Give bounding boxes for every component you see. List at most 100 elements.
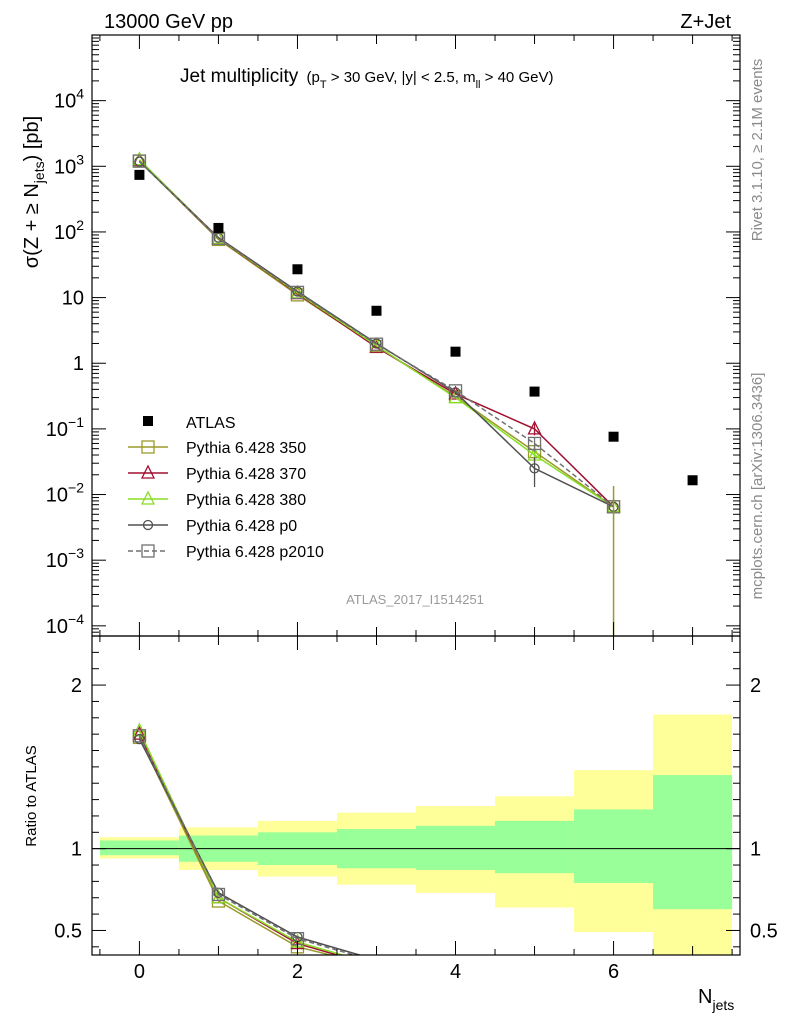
triangle-marker: [608, 991, 620, 1003]
atlas-data-point: [292, 264, 303, 275]
mcplots-label: mcplots.cern.ch [arXiv:1306.3436]: [749, 373, 766, 600]
triangle-marker: [370, 959, 382, 971]
legend-label: Pythia 6.428 p2010: [186, 544, 324, 561]
title-cuts-p: (p: [307, 69, 320, 86]
y-tick-label-exp: 3: [76, 151, 84, 167]
legend: ATLAS Pythia 6.428 350 Pythia 6.428 370 Pyt…: [128, 415, 324, 561]
triangle-marker: [527, 420, 542, 435]
y-axis-label-sub: jets: [31, 161, 47, 184]
circle-marker: [609, 994, 618, 1003]
x-tick-label: 0: [134, 961, 145, 983]
triangle-marker: [211, 229, 226, 244]
y-tick-label: 103: [54, 151, 84, 178]
y-tick-label: 104: [54, 86, 84, 113]
y-tick-label-base: 1: [73, 353, 84, 375]
y-tick-label-base: 10: [46, 550, 68, 572]
triangle-marker: [529, 961, 541, 973]
square-marker: [608, 992, 620, 1004]
atlas-data-point: [529, 386, 540, 397]
circle-marker: [374, 954, 379, 955]
y-tick-label-base: 10: [46, 616, 68, 638]
y-tick-label-base: 10: [54, 91, 76, 113]
circle-marker: [134, 733, 145, 745]
x-tick-label: 4: [450, 961, 461, 983]
x-axis-label: Njets: [698, 986, 734, 1013]
square-marker: [369, 337, 384, 351]
legend-label: Pythia 6.428 p0: [186, 518, 297, 535]
square-marker: [290, 285, 305, 300]
atlas-data-point: [687, 475, 698, 486]
ratio-y-axis-label: Ratio to ATLAS: [23, 745, 40, 846]
ratio-tick-label: 2: [71, 675, 82, 697]
atlas-data-point: [134, 169, 145, 180]
title-cuts-mid: > 30 GeV, |y| < 2.5, m: [327, 69, 476, 86]
title-cuts-m-sub: ll: [476, 79, 481, 91]
main-series-clip-group: [132, 151, 621, 636]
y-tick-label-base: 10: [46, 485, 68, 507]
x-tick-label: 6: [608, 961, 619, 983]
main-panel-series: [132, 151, 698, 636]
square-marker: [211, 887, 226, 902]
triangle-marker: [140, 464, 156, 479]
legend-label: Pythia 6.428 350: [186, 440, 306, 457]
title-cuts-p-sub: T: [320, 79, 327, 91]
circle-marker: [529, 463, 540, 474]
uncertainty-band-inner: [495, 820, 575, 874]
square-marker: [369, 954, 384, 955]
circle-marker: [371, 338, 382, 349]
x-tick-label: 2: [292, 961, 303, 983]
y-tick-label-base: 10: [54, 222, 76, 244]
ratio-tick-label-right: 1: [750, 839, 761, 861]
y-tick-label-exp: −2: [68, 480, 84, 496]
square-marker: [141, 440, 155, 454]
plot-title: Jet multiplicity (pT > 30 GeV, |y| < 2.5…: [180, 66, 553, 91]
triangle-marker: [370, 958, 382, 970]
square-marker: [448, 384, 463, 398]
uncertainty-band-inner: [99, 840, 179, 856]
y-tick-label: 10−2: [46, 480, 84, 507]
square-marker: [529, 980, 541, 992]
y-axis-label-post: ) [pb]: [21, 116, 43, 162]
uncertainty-band-inner: [574, 809, 654, 884]
square-marker: [141, 544, 155, 558]
circle-marker: [530, 996, 539, 1005]
x-axis-label-main: N: [698, 986, 712, 1008]
y-tick-label-exp: 2: [76, 217, 84, 233]
y-tick-label: 1: [73, 353, 84, 375]
triangle-marker: [529, 987, 541, 999]
y-tick-label-exp: −3: [68, 545, 84, 561]
header-left: 13000 GeV pp: [104, 11, 233, 33]
atlas-data-point: [450, 346, 461, 357]
y-tick-label: 10−3: [46, 545, 84, 572]
ratio-tick-label-right: 2: [750, 675, 761, 697]
circle-marker: [213, 232, 224, 243]
y-tick-label-exp: −1: [68, 414, 84, 430]
y-tick-label: 10: [62, 288, 84, 310]
y-tick-label-base: 10: [46, 419, 68, 441]
square-marker: [529, 987, 541, 999]
rivet-label: Rivet 3.1.10, ≥ 2.1M events: [749, 59, 766, 242]
ratio-series-line: [138, 738, 363, 955]
atlas-data-point: [213, 222, 224, 233]
x-axis-label-sub: jets: [711, 997, 734, 1013]
uncertainty-band-inner: [653, 775, 733, 910]
uncertainty-band-inner: [416, 825, 496, 870]
series-line: [138, 160, 615, 508]
title-main: Jet multiplicity: [180, 66, 299, 87]
ratio-tick-label-right: 0.5: [750, 920, 778, 942]
y-tick-label-exp: 4: [76, 86, 84, 102]
atlas-data-point: [608, 431, 619, 442]
legend-label: Pythia 6.428 370: [186, 466, 306, 483]
ratio-panel-lines: [92, 722, 740, 1005]
y-axis-label-pre: σ(Z + ≥ N: [21, 183, 43, 268]
triangle-marker: [608, 991, 620, 1003]
legend-atlas-label: ATLAS: [186, 415, 236, 432]
ratio-tick-label: 0.5: [54, 920, 82, 942]
ratio-series-clip-group: [132, 722, 620, 1005]
y-tick-label: 10−1: [46, 414, 84, 441]
y-axis-label: σ(Z + ≥ Njets) [pb]: [21, 116, 47, 268]
atlas-data-point: [371, 305, 382, 316]
y-tick-label-base: 10: [62, 288, 84, 310]
legend-label: Pythia 6.428 380: [186, 492, 306, 509]
